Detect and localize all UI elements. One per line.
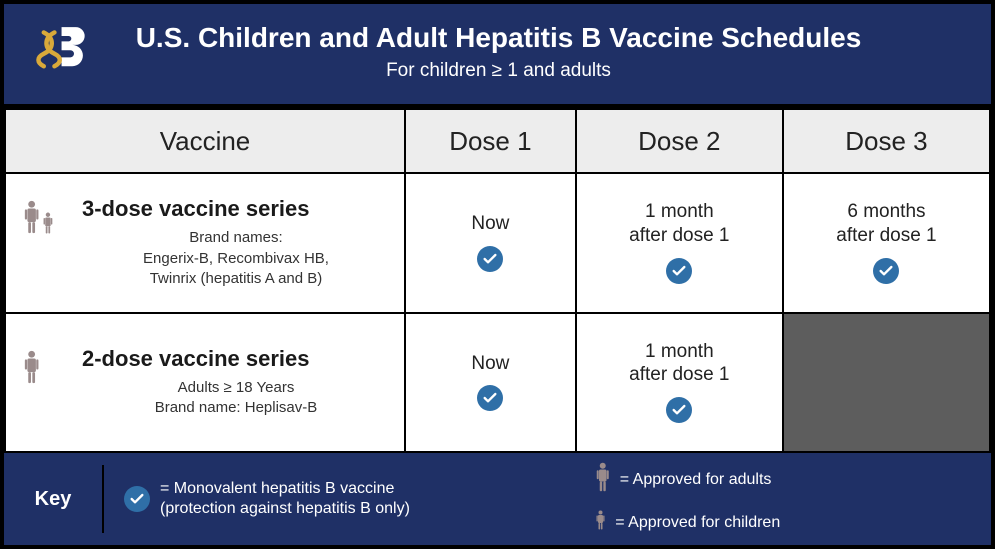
vaccine-title: 3-dose vaccine series xyxy=(82,196,390,222)
legend-items: = Monovalent hepatitis B vaccine (protec… xyxy=(104,462,991,536)
dose-cell xyxy=(783,313,990,453)
dose-cell: 1 monthafter dose 1 xyxy=(576,173,783,313)
dose-label: Now xyxy=(406,352,575,376)
dose-cell: Now xyxy=(405,173,576,313)
schedule-grid: Vaccine Dose 1 Dose 2 Dose 3 3-dose vacc… xyxy=(4,108,991,453)
legend-label: Key xyxy=(4,465,104,533)
legend-adult: = Approved for adults xyxy=(596,462,971,498)
vaccine-cell: 3-dose vaccine series Brand names:Engeri… xyxy=(5,173,405,313)
approved-for-icons xyxy=(24,196,64,239)
dose-label: 6 monthsafter dose 1 xyxy=(784,200,989,248)
col-dose-1: Dose 1 xyxy=(405,109,576,173)
legend-row: Key = Monovalent hepatitis B vaccine (pr… xyxy=(4,453,991,545)
logo-icon xyxy=(22,16,94,88)
vaccine-sub: Brand names:Engerix-B, Recombivax HB,Twi… xyxy=(82,228,390,289)
child-icon xyxy=(43,212,53,239)
vaccine-sub: Adults ≥ 18 YearsBrand name: Heplisav-B xyxy=(82,378,390,419)
col-vaccine: Vaccine xyxy=(5,109,405,173)
dose-label: 1 monthafter dose 1 xyxy=(577,200,782,248)
adult-icon xyxy=(24,200,39,239)
page-subtitle: For children ≥ 1 and adults xyxy=(94,60,903,82)
dose-label: Now xyxy=(406,212,575,236)
column-header-row: Vaccine Dose 1 Dose 2 Dose 3 xyxy=(5,109,990,173)
legend-monovalent: = Monovalent hepatitis B vaccine (protec… xyxy=(124,479,536,519)
dose-cell: Now xyxy=(405,313,576,453)
col-dose-2: Dose 2 xyxy=(576,109,783,173)
legend-mono-line2: (protection against hepatitis B only) xyxy=(160,500,410,517)
check-icon xyxy=(666,397,692,423)
vaccine-cell: 2-dose vaccine series Adults ≥ 18 YearsB… xyxy=(5,313,405,453)
check-icon xyxy=(477,385,503,411)
vaccine-title: 2-dose vaccine series xyxy=(82,346,390,372)
check-icon xyxy=(477,246,503,272)
col-dose-3: Dose 3 xyxy=(783,109,990,173)
adult-icon xyxy=(596,462,610,498)
schedule-body: 3-dose vaccine series Brand names:Engeri… xyxy=(5,173,990,452)
check-icon xyxy=(873,258,899,284)
dose-cell: 1 monthafter dose 1 xyxy=(576,313,783,453)
dose-label: 1 monthafter dose 1 xyxy=(577,340,782,388)
header-text: U.S. Children and Adult Hepatitis B Vacc… xyxy=(94,22,973,82)
table-row: 3-dose vaccine series Brand names:Engeri… xyxy=(5,173,990,313)
legend-adult-label: = Approved for adults xyxy=(620,470,772,490)
legend-child-label: = Approved for children xyxy=(615,513,780,533)
check-icon xyxy=(124,486,150,512)
legend-child: = Approved for children xyxy=(596,510,971,536)
page-title: U.S. Children and Adult Hepatitis B Vacc… xyxy=(94,22,903,54)
adult-icon xyxy=(24,350,39,389)
legend-mono-line1: = Monovalent hepatitis B vaccine xyxy=(160,480,394,497)
vaccine-schedule-table: U.S. Children and Adult Hepatitis B Vacc… xyxy=(0,0,995,549)
table-row: 2-dose vaccine series Adults ≥ 18 YearsB… xyxy=(5,313,990,453)
header-bar: U.S. Children and Adult Hepatitis B Vacc… xyxy=(4,4,991,108)
child-icon xyxy=(596,510,605,536)
dose-cell: 6 monthsafter dose 1 xyxy=(783,173,990,313)
check-icon xyxy=(666,258,692,284)
approved-for-icons xyxy=(24,346,64,389)
